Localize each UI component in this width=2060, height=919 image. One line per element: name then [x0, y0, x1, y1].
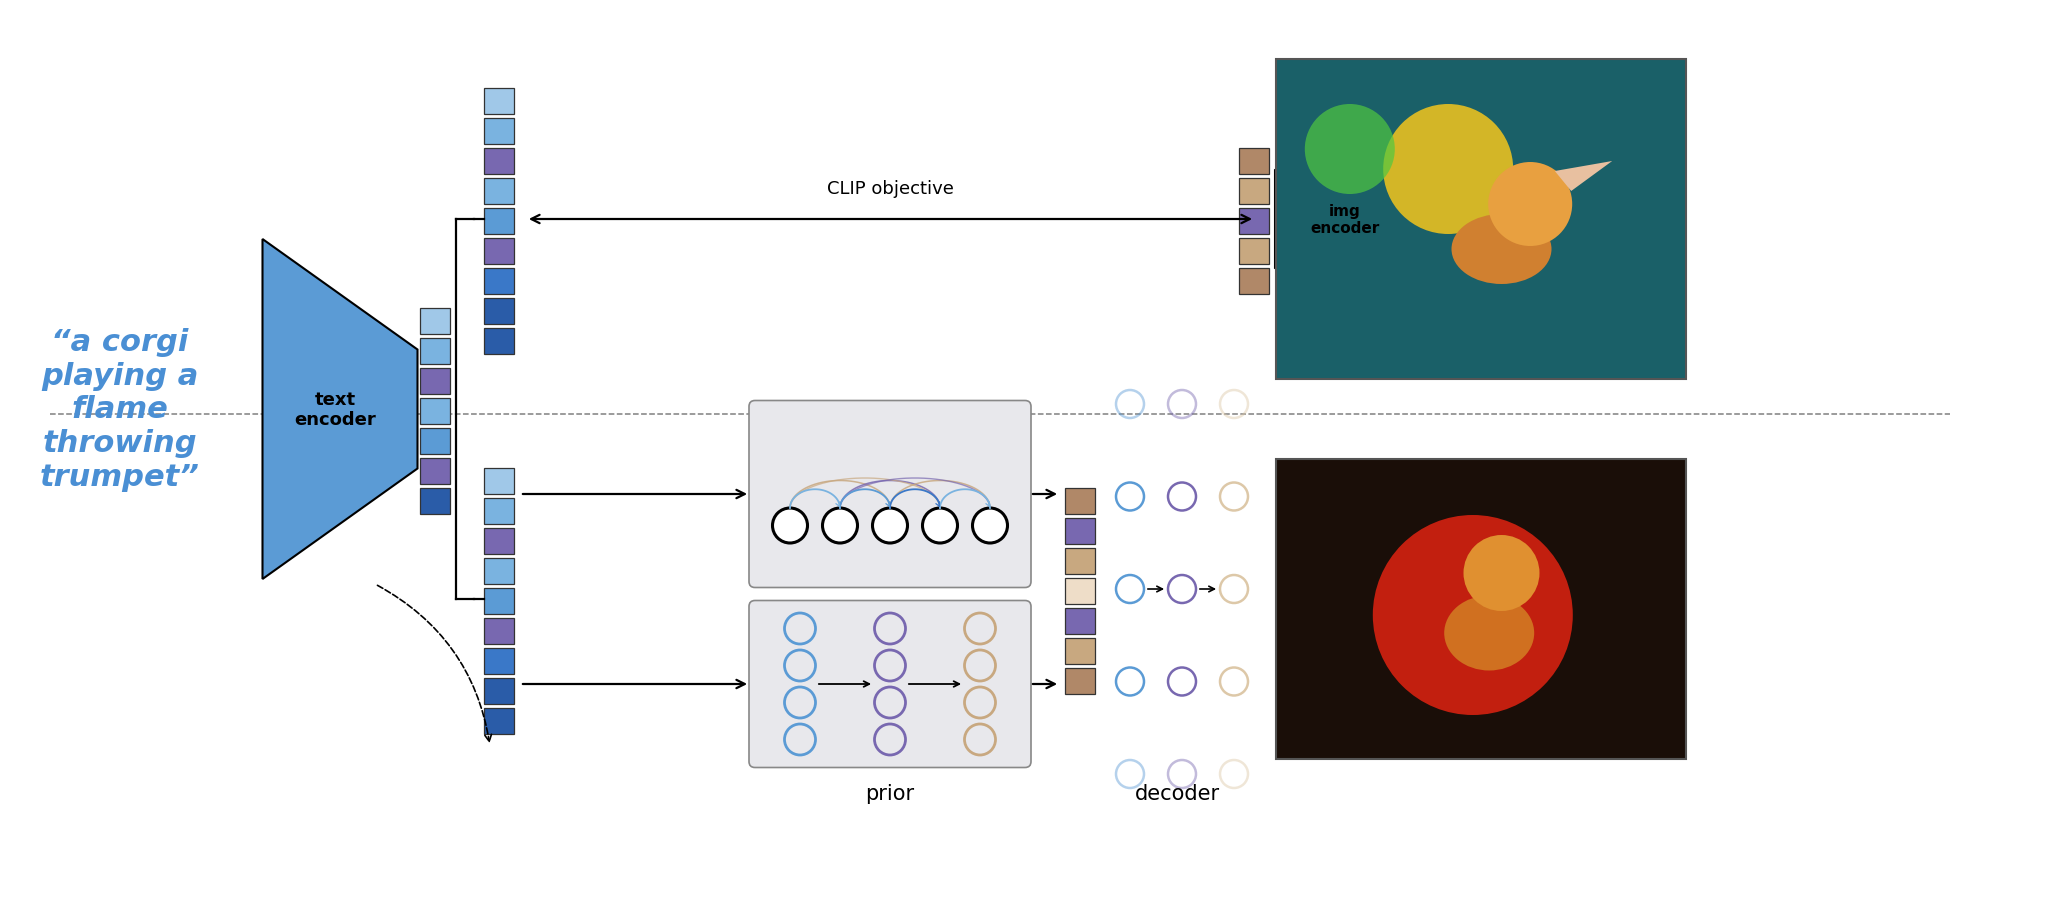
Bar [484, 209, 515, 234]
Circle shape [1463, 536, 1539, 611]
Text: img
encoder: img encoder [1310, 204, 1380, 236]
Bar [484, 588, 515, 614]
Bar [1065, 578, 1096, 605]
Bar [484, 468, 515, 494]
Bar [420, 488, 449, 515]
FancyBboxPatch shape [750, 601, 1030, 767]
Text: decoder: decoder [1135, 784, 1220, 803]
Bar [484, 119, 515, 145]
Bar [484, 268, 515, 295]
Bar [484, 328, 515, 355]
Bar [484, 648, 515, 675]
Bar [484, 149, 515, 175]
Bar [484, 88, 515, 115]
Bar [420, 308, 449, 335]
Bar [1065, 488, 1096, 515]
Bar [420, 338, 449, 365]
Ellipse shape [1444, 596, 1535, 671]
Circle shape [1304, 105, 1395, 195]
Bar [484, 528, 515, 554]
Bar [484, 238, 515, 265]
Polygon shape [1555, 162, 1613, 192]
Bar [1065, 638, 1096, 664]
Bar [1065, 518, 1096, 544]
Bar [484, 558, 515, 584]
Text: prior: prior [865, 784, 915, 803]
Polygon shape [262, 240, 418, 579]
Bar [420, 428, 449, 455]
Circle shape [822, 508, 857, 543]
Bar [484, 178, 515, 205]
Polygon shape [1275, 80, 1415, 359]
Text: “a corgi
playing a
flame
throwing
trumpet”: “a corgi playing a flame throwing trumpe… [39, 328, 200, 491]
Circle shape [873, 508, 908, 543]
Bar [1238, 209, 1269, 234]
FancyBboxPatch shape [1275, 60, 1685, 380]
Bar [484, 498, 515, 525]
Bar [484, 618, 515, 644]
Bar [1238, 238, 1269, 265]
Bar [1065, 608, 1096, 634]
Bar [420, 398, 449, 425]
Bar [1065, 548, 1096, 574]
FancyBboxPatch shape [1275, 460, 1685, 759]
Bar [484, 678, 515, 704]
Bar [484, 299, 515, 324]
Circle shape [1372, 516, 1572, 715]
Bar [420, 369, 449, 394]
Bar [1238, 149, 1269, 175]
Bar [1065, 668, 1096, 694]
Circle shape [1382, 105, 1514, 234]
Circle shape [972, 508, 1007, 543]
Bar [420, 458, 449, 484]
Circle shape [923, 508, 958, 543]
Text: text
encoder: text encoder [295, 391, 375, 429]
Text: CLIP objective: CLIP objective [826, 180, 954, 198]
Circle shape [1487, 163, 1572, 246]
Bar [484, 708, 515, 734]
Bar [1238, 178, 1269, 205]
FancyBboxPatch shape [750, 401, 1030, 588]
Ellipse shape [1452, 215, 1551, 285]
Circle shape [772, 508, 808, 543]
Bar [1238, 268, 1269, 295]
